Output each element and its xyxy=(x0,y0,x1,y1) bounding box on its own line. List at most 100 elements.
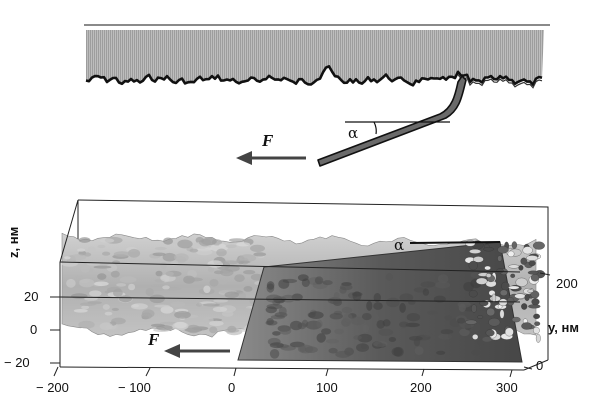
surface-bump xyxy=(110,270,120,278)
film-bump xyxy=(391,347,403,357)
surface-bump xyxy=(221,260,239,265)
bottom-panel: α F z, нм 20 0 − 20 xyxy=(4,199,579,395)
surface-bump xyxy=(99,322,113,331)
surface-bump xyxy=(111,317,126,325)
surface-bump xyxy=(218,243,226,248)
surface-bump xyxy=(221,310,234,317)
film-texture xyxy=(265,272,492,359)
front-grain xyxy=(507,250,515,258)
surface-bump xyxy=(238,292,246,300)
surface-bump xyxy=(213,299,229,303)
surface-bump xyxy=(155,270,163,277)
film-bump xyxy=(457,301,471,308)
surface-bump xyxy=(224,265,240,272)
surface-bump xyxy=(186,324,201,334)
front-grain xyxy=(497,255,503,262)
surface-bump xyxy=(203,285,211,294)
surface-bump xyxy=(79,278,95,288)
front-grain xyxy=(534,321,541,326)
film-bump xyxy=(373,302,383,310)
film-bump xyxy=(434,281,451,289)
film-bump xyxy=(482,336,492,342)
film-bump xyxy=(473,310,488,317)
surface-bump xyxy=(154,246,167,251)
bottom-force-arrowhead xyxy=(164,344,180,358)
surface-bump xyxy=(77,248,86,252)
surface-bump xyxy=(87,246,97,254)
surface-bump xyxy=(216,248,227,257)
front-grain xyxy=(527,270,539,275)
film-bump xyxy=(457,317,466,324)
film-bump xyxy=(353,335,362,340)
film-bump xyxy=(329,313,343,320)
front-grain xyxy=(483,247,494,252)
front-grain xyxy=(485,273,492,278)
surface-bump xyxy=(106,263,118,272)
film-bump xyxy=(269,349,280,359)
front-grain xyxy=(472,334,479,340)
surface-bump xyxy=(227,325,237,333)
front-grain xyxy=(530,290,540,299)
surface-bump xyxy=(111,307,119,311)
surface-bump xyxy=(228,238,245,243)
front-grain xyxy=(526,255,539,261)
front-grain xyxy=(533,326,540,334)
front-grain xyxy=(485,329,495,337)
front-grain xyxy=(533,313,540,320)
angle-arc xyxy=(373,121,377,135)
y-axis-title: y, нм xyxy=(548,320,579,335)
x-tick-0: 0 xyxy=(228,380,235,395)
x-tick-300: 300 xyxy=(496,380,518,395)
front-grain xyxy=(508,264,520,269)
front-grain xyxy=(527,289,534,293)
film-bump xyxy=(362,324,370,333)
front-grain xyxy=(531,298,540,306)
front-grain xyxy=(530,274,540,282)
surface-bump xyxy=(177,239,193,249)
surface-bump xyxy=(89,290,102,297)
film-bump xyxy=(266,281,275,290)
surface-bump xyxy=(102,304,110,310)
surface-bump xyxy=(149,294,165,304)
surface-bump xyxy=(132,304,139,308)
surface-bump xyxy=(189,248,199,253)
film-bump xyxy=(444,315,452,321)
front-grain xyxy=(484,265,491,271)
surface-bump xyxy=(243,307,252,312)
z-axis-ticks: 20 0 − 20 xyxy=(4,289,60,370)
surface-bump xyxy=(93,265,112,269)
surface-bump xyxy=(224,291,239,299)
film-bump xyxy=(322,280,333,286)
surface-bump xyxy=(80,302,96,307)
front-grain xyxy=(511,241,518,249)
surface-bump xyxy=(250,244,265,253)
surface-bump xyxy=(73,309,88,313)
y-tick-0: 0 xyxy=(536,358,543,373)
x-axis-ticks: − 200 − 100 0 100 200 300 xyxy=(36,366,518,395)
film-bump xyxy=(414,346,424,356)
film-bump xyxy=(316,319,323,328)
surface-bump xyxy=(97,244,106,249)
front-grain xyxy=(532,241,545,250)
top-angle-label: α xyxy=(348,124,358,142)
front-grain xyxy=(499,289,508,296)
surface-bump xyxy=(253,252,267,257)
film-bump xyxy=(378,328,394,336)
film-bump xyxy=(422,288,430,296)
film-bump xyxy=(265,320,278,326)
surface-bump xyxy=(212,306,228,312)
surface-bump xyxy=(162,285,170,290)
film-bump xyxy=(308,311,324,319)
surface-bump xyxy=(119,276,137,283)
film-bump xyxy=(333,292,340,301)
film-bump xyxy=(269,342,284,349)
surface-bump xyxy=(199,238,211,247)
surface-bump xyxy=(236,242,251,247)
front-grain xyxy=(486,307,496,317)
film-bump xyxy=(278,306,287,316)
film-bump xyxy=(459,328,470,337)
film-bump xyxy=(420,281,436,288)
surface-bump xyxy=(163,237,173,245)
film-bump xyxy=(279,327,292,335)
surface-bump xyxy=(160,261,167,270)
